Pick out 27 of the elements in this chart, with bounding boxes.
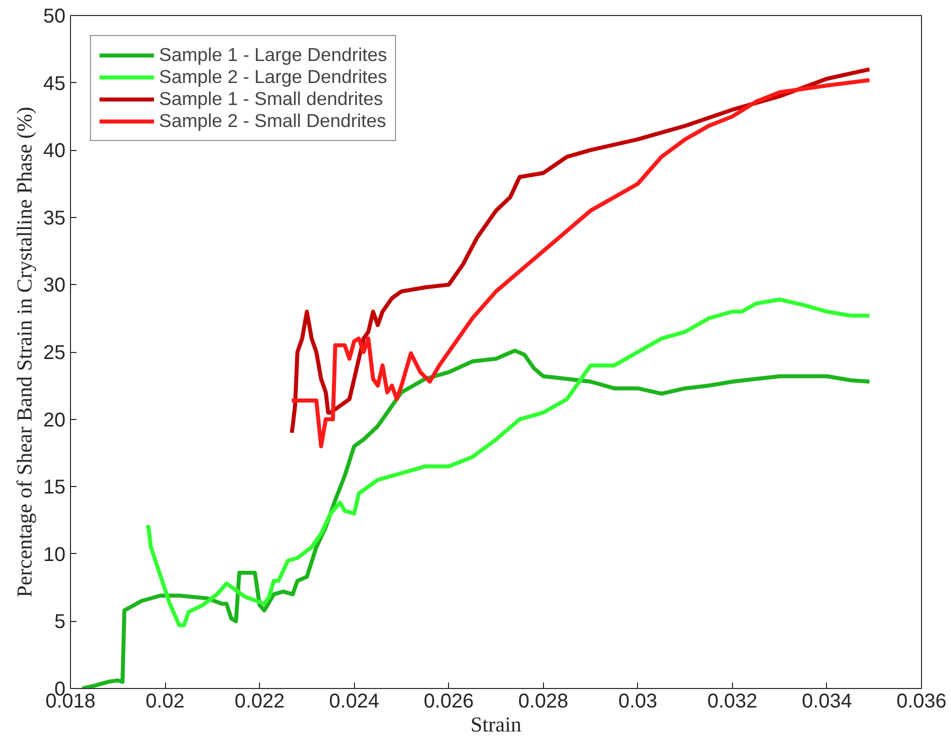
legend-label: Sample 1 - Small dendrites [159, 88, 383, 110]
y-tick-label: 40 [43, 140, 66, 162]
y-tick-label: 15 [43, 476, 66, 499]
x-tick-label: 0.028 [518, 690, 568, 712]
y-axis-title: Percentage of Shear Band Strain in Crystalline Phase (%) [12, 106, 36, 598]
x-tick-label: 0.03 [618, 690, 658, 712]
x-tick-label: 0.022 [234, 690, 285, 712]
y-tick-label: 45 [43, 72, 66, 95]
y-tick-label: 10 [43, 544, 66, 566]
legend-label: Sample 2 - Small Dendrites [159, 110, 386, 132]
line-series [80, 348, 872, 688]
y-tick-label: 35 [43, 207, 66, 230]
x-tick-label: 0.026 [424, 690, 474, 712]
x-tick-label: 0.032 [707, 690, 758, 712]
y-tick-label: 30 [43, 274, 66, 297]
y-tick-label: 5 [54, 611, 66, 634]
x-tick-label: 0.02 [146, 690, 185, 712]
legend-label: Sample 2 - Large Dendrites [159, 66, 388, 88]
x-tick-label: 0.024 [329, 690, 380, 712]
y-tick-label: 25 [43, 342, 66, 364]
y-tick-label: 20 [43, 409, 66, 432]
x-tick-label: 0.034 [802, 690, 852, 712]
x-axis-title: Strain [470, 712, 522, 736]
x-tick-label: 0.036 [896, 690, 947, 712]
line-series [144, 298, 872, 628]
legend-label: Sample 1 - Large Dendrites [159, 44, 388, 66]
y-tick-label: 50 [43, 6, 66, 28]
